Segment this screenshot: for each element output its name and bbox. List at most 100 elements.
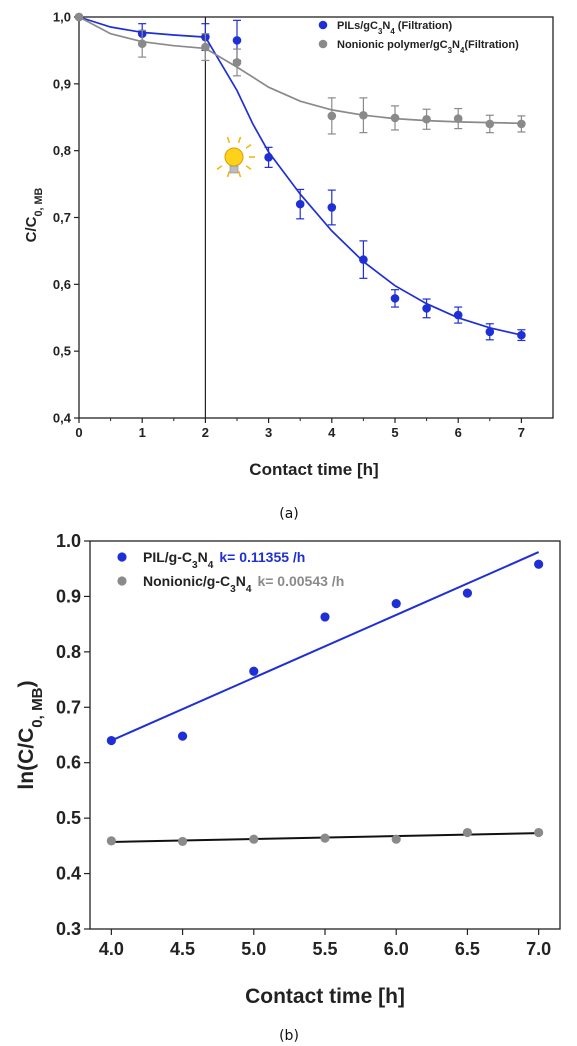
subscript: 4 [246,584,252,595]
legend-label: PILs/gC3N4 (Filtration) [337,20,452,36]
x-tick-label: 3 [265,425,272,440]
bulb-base [229,165,239,174]
x-tick-label: 7 [518,425,525,440]
x-tick-label: 4.5 [170,939,195,959]
data-point [534,559,544,569]
data-point [74,12,84,22]
x-tick-label: 2 [202,425,209,440]
legend-marker [318,20,328,30]
y-tick-label: 0.5 [56,808,81,828]
data-point [327,111,337,121]
plot-frame [78,16,554,419]
series-0 [106,551,544,746]
y-tick-label: 0,4 [53,411,72,426]
x-tick-label: 4.0 [99,939,124,959]
x-tick-label: 5 [391,425,398,440]
subscript: 4 [208,560,214,571]
light-ray [226,136,231,143]
y-tick-label: 0.8 [56,642,81,662]
label-part: PILs/gC [337,20,378,32]
y-axis-title: ln(C/C0, MB) [15,680,46,789]
label-part: ln(C/C [15,728,38,790]
subscript: 3 [230,584,236,595]
light-ray [237,171,242,178]
label-part: N [198,549,208,565]
panel-caption: (a) [279,506,299,522]
y-tick-label: 0,6 [53,277,71,292]
legend-label: Nonionic polymer/gC3N4(Filtration) [337,39,519,55]
y-tick-label: 0.6 [56,753,81,773]
x-tick-label: 1 [139,425,146,440]
data-point [177,731,188,741]
label-part: N [236,573,246,589]
legend-marker [117,552,127,562]
data-point [453,310,463,320]
label-part: PIL/g-C [143,549,192,565]
data-point [453,114,463,123]
y-tick-label: 0.3 [56,919,81,939]
x-tick-label: 6 [455,425,462,440]
legend-label: PIL/g-C3N4 k= 0.11355 /h [143,549,305,571]
data-point [232,36,242,45]
data-point [391,599,401,609]
data-point [359,255,368,264]
fit-curve [78,16,522,336]
subscript: 3 [448,46,453,55]
data-point [137,39,147,49]
legend-label: Nonionic/g-C3N4 k= 0.00543 /h [143,573,344,595]
data-point [485,119,495,129]
label-part: N [452,39,460,51]
data-point [295,199,305,209]
bulb-glass [224,147,244,167]
label-part: (Filtration) [395,20,453,32]
y-tick-label: 0,7 [53,210,71,225]
light-ray [245,165,252,170]
x-tick-label: 6.0 [384,939,409,959]
data-point [177,836,188,847]
subscript: 3 [192,560,198,571]
x-tick-label: 6.5 [455,939,480,959]
data-point [390,113,400,123]
subscript: 3 [378,27,383,36]
subscript: 4 [460,46,465,55]
data-point [264,153,273,162]
series-1 [74,12,526,135]
data-point [106,735,116,746]
x-tick-label: 5.5 [312,939,337,959]
y-tick-label: 0,8 [53,143,71,158]
x-tick-label: 0 [75,425,82,440]
series-0 [74,12,526,342]
subscript: 0, MB [29,687,46,727]
plot-frame [89,540,561,930]
subscript: 0, MB [33,187,45,216]
light-ray [216,165,223,170]
data-point [517,119,526,129]
legend-marker [318,39,328,49]
fit-curve [78,16,522,125]
subscript: 4 [390,27,395,36]
legend-marker [117,576,127,586]
x-axis-title: Contact time [h] [249,460,378,479]
label-part: Nonionic polymer/gC [337,39,448,51]
label-part: Nonionic/g-C [143,573,230,589]
y-tick-label: 0,9 [53,76,71,91]
data-point [390,294,400,303]
y-tick-label: 0.9 [56,586,81,606]
label-part: N [382,20,390,32]
label-part: C/C [23,216,40,242]
data-point [422,304,431,313]
lightbulb-icon [216,136,255,178]
panel-caption: (b) [279,1028,299,1044]
rate-constant-label: k= 0.00543 /h [257,573,344,589]
data-point [462,588,473,598]
fit-line [110,551,540,742]
y-tick-label: 1,0 [53,10,71,25]
rate-constant-label: k= 0.11355 /h [219,549,305,565]
x-axis-title: Contact time [h] [245,985,405,1008]
data-point [106,836,116,846]
x-tick-label: 5.0 [241,939,266,959]
panel-b: 4.0 4.5 5.0 5.5 6.0 6.5 7.0 0.3 0.4 0.5 0.6 0.7 0.8 0… [15,531,561,1044]
data-point [249,834,259,844]
data-point [320,833,330,843]
